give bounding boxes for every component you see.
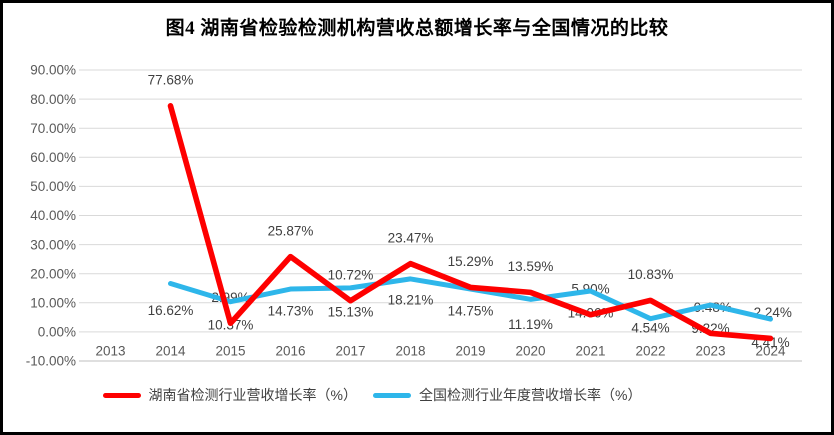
x-axis-tick-label: 2023 xyxy=(695,344,725,359)
legend-item-national: 全国检测行业年度营收增长率（%） xyxy=(373,385,641,405)
data-label-hunan: 23.47% xyxy=(388,230,434,245)
y-axis-tick-label: 40.00% xyxy=(30,208,76,223)
x-axis-tick-label: 2016 xyxy=(275,344,305,359)
data-label-national: 14.75% xyxy=(448,304,494,319)
y-axis-tick-label: 0.00% xyxy=(38,325,76,340)
legend-swatch-hunan xyxy=(102,392,141,398)
data-label-hunan: 77.68% xyxy=(148,73,194,88)
chart-legend: 湖南省检测行业营收增长率（%） 全国检测行业年度营收增长率（%） xyxy=(3,385,786,405)
y-axis-tick-label: 30.00% xyxy=(30,237,76,252)
legend-label-hunan: 湖南省检测行业营收增长率（%） xyxy=(148,387,357,403)
data-label-national: 14.73% xyxy=(268,304,314,319)
x-axis-tick-label: 2018 xyxy=(395,344,425,359)
data-label-national: 16.62% xyxy=(148,303,194,318)
x-axis-tick-label: 2015 xyxy=(215,344,245,359)
data-label-national: 11.19% xyxy=(508,317,553,332)
y-axis-tick-label: 90.00% xyxy=(30,63,76,78)
data-label-hunan: 10.83% xyxy=(628,267,674,282)
legend-label-national: 全国检测行业年度营收增长率（%） xyxy=(419,387,642,403)
x-axis-tick-label: 2017 xyxy=(335,344,365,359)
y-axis-tick-label: 20.00% xyxy=(30,266,76,281)
y-axis-tick-label: 70.00% xyxy=(30,121,76,136)
y-axis-tick-label: -10.00% xyxy=(26,354,76,369)
series-line-hunan xyxy=(167,103,774,342)
line-chart: 90.00% 80.00% 70.00% 60.00% 50.00% 40.00% 30.0… xyxy=(26,63,802,369)
y-axis-tick-label: 50.00% xyxy=(30,179,76,194)
x-axis-tick-label: 2024 xyxy=(755,344,786,359)
data-label-hunan: 15.29% xyxy=(448,254,494,269)
data-label-national: 4.54% xyxy=(631,320,669,335)
data-label-hunan: 13.59% xyxy=(508,259,554,274)
x-axis-tick-label: 2013 xyxy=(95,344,125,359)
x-axis-tick-label: 2019 xyxy=(455,344,485,359)
x-axis-tick-label: 2020 xyxy=(515,344,545,359)
y-axis-tick-label: 60.00% xyxy=(30,150,76,165)
x-axis-tick-label: 2022 xyxy=(635,344,665,359)
data-label-hunan: 10.72% xyxy=(328,267,374,282)
y-axis-tick-label: 80.00% xyxy=(30,92,76,107)
data-label-national: 18.21% xyxy=(388,293,434,308)
data-label-hunan: 25.87% xyxy=(268,223,314,238)
chart-title: 图4 湖南省检验检测机构营收总额增长率与全国情况的比较 xyxy=(165,18,669,39)
legend-item-hunan: 湖南省检测行业营收增长率（%） xyxy=(102,385,357,405)
x-axis-tick-label: 2014 xyxy=(155,344,186,359)
legend-swatch-national xyxy=(373,392,411,398)
data-label-national: 15.13% xyxy=(328,305,374,320)
y-axis-tick-label: 10.00% xyxy=(30,296,76,311)
x-axis-tick-label: 2021 xyxy=(575,344,605,359)
